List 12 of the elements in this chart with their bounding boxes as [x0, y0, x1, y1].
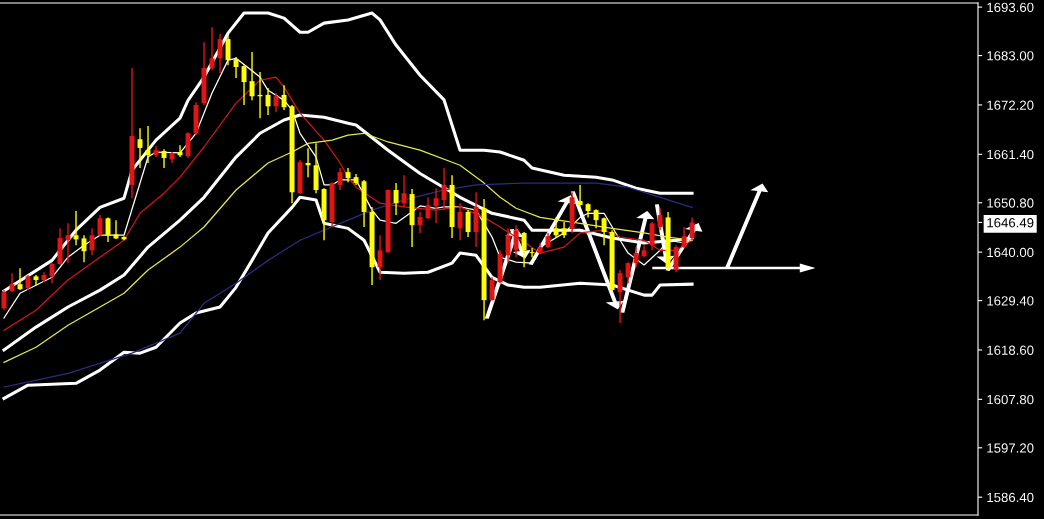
y-tick-label: 1618.60: [987, 345, 1034, 355]
y-tick-label: 1661.40: [987, 149, 1034, 160]
y-tick-label: 1683.00: [987, 51, 1034, 61]
y-tick-label: 1629.40: [987, 296, 1034, 306]
y-tick-label: 1650.80: [987, 198, 1034, 208]
y-tick-label: 1693.60: [987, 2, 1034, 13]
y-tick-label: 1597.20: [987, 443, 1034, 453]
y-tick-label: 1607.80: [987, 394, 1034, 405]
y-tick-label: 1646.49: [987, 218, 1034, 228]
y-tick-label: 1672.20: [987, 100, 1034, 110]
y-tick-label: 1640.00: [987, 247, 1034, 258]
y-tick-label: 1586.40: [987, 492, 1034, 503]
